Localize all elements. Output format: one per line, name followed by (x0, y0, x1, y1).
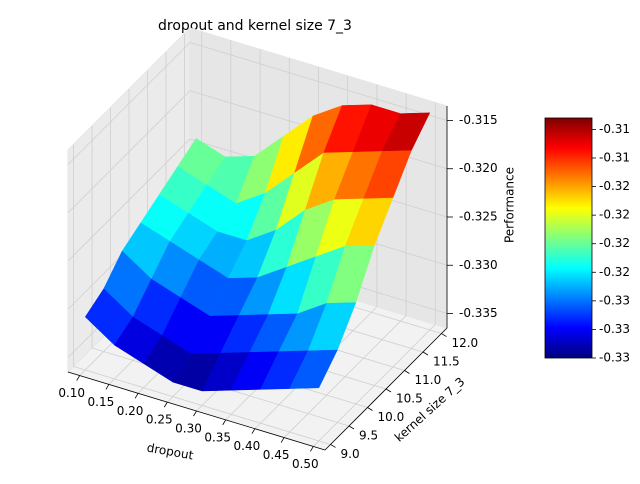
chart-title: dropout and kernel size 7_3 (158, 18, 352, 34)
axes: 0.100.150.200.250.300.350.400.450.50 9.0 9… (58, 106, 498, 471)
tick-mark (76, 375, 81, 381)
colorbar-tick-label: -0.33 (599, 293, 630, 307)
x-tick-label: 0.10 (58, 386, 85, 400)
x-tick-label: 0.35 (204, 430, 231, 444)
z-tick-label: -0.320 (459, 161, 498, 175)
tick-mark (309, 446, 314, 452)
z-tick-label: -0.315 (459, 113, 498, 127)
x-tick-label: 0.20 (117, 404, 144, 418)
colorbar-ticks: -0.31 -0.31 -0.32 -0.32 -0.32 -0.32 -0.33 -0.33… (592, 122, 630, 365)
colorbar-tick-label: -0.31 (599, 151, 630, 165)
surface-patch (289, 349, 338, 389)
tick-mark (404, 370, 410, 374)
z-axis-label: Performance (503, 167, 517, 243)
tick-mark (105, 384, 110, 390)
tick-mark (222, 419, 227, 426)
y-tick-label: 12.0 (451, 336, 478, 350)
z-tick-label: -0.330 (459, 258, 498, 272)
axis-line (324, 327, 448, 451)
tick-mark (163, 401, 168, 408)
colorbar-tick-label: -0.32 (599, 265, 630, 279)
y-tick-label: 9.5 (359, 428, 378, 442)
tick-mark (348, 425, 355, 430)
surface (84, 104, 431, 392)
tick-mark (422, 351, 429, 356)
grid-line (67, 90, 191, 214)
grid-line (189, 42, 448, 121)
tick-mark (134, 393, 139, 399)
grid-line (73, 366, 331, 445)
colorbar-tick-label: -0.32 (599, 208, 630, 222)
axis-line (67, 371, 326, 451)
x-tick-label: 0.50 (292, 457, 319, 471)
tick-mark (385, 388, 392, 393)
x-tick-label: 0.40 (234, 439, 261, 453)
tick-mark (330, 444, 336, 448)
y-tick-label: 10.5 (396, 392, 423, 406)
colorbar-tick-label: -0.33 (599, 351, 630, 365)
colorbar-tick-label: -0.32 (599, 179, 630, 193)
tick-mark (251, 428, 256, 434)
z-tick-label: -0.335 (459, 306, 498, 320)
colorbar-tick-label: -0.32 (599, 236, 630, 250)
tick-mark (193, 410, 197, 417)
colorbar-tick-label: -0.31 (599, 122, 630, 136)
x-axis-label: dropout (146, 441, 195, 463)
tick-mark (367, 407, 373, 411)
y-tick-label: 11.0 (414, 373, 441, 387)
x-tick-label: 0.30 (175, 422, 202, 436)
colorbar (544, 117, 593, 359)
grid-line (67, 138, 191, 262)
x-tick-label: 0.45 (263, 448, 290, 462)
grid-line (67, 42, 191, 165)
y-tick-label: 11.5 (433, 355, 460, 369)
tick-mark (441, 333, 447, 337)
y-tick-label: 9.0 (341, 447, 360, 461)
colorbar-tick-label: -0.33 (599, 322, 630, 336)
x-tick-label: 0.25 (146, 413, 173, 427)
y-tick-label: 10.0 (378, 410, 405, 424)
z-tick-label: -0.325 (459, 210, 498, 224)
x-tick-label: 0.15 (88, 395, 115, 409)
tick-mark (280, 437, 285, 443)
